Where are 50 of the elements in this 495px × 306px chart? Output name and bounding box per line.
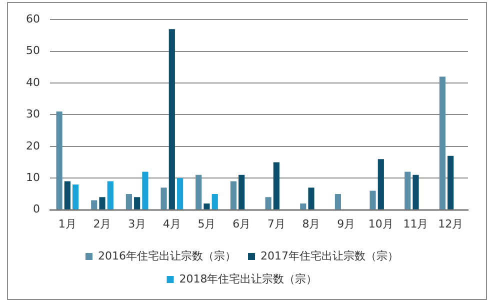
bar xyxy=(265,197,272,210)
x-tick-label: 9月 xyxy=(337,217,356,230)
y-tick-label: 40 xyxy=(26,76,40,89)
bar xyxy=(412,174,419,210)
bar xyxy=(273,162,280,210)
bar xyxy=(134,197,140,210)
x-tick-label: 2月 xyxy=(93,217,112,230)
bar xyxy=(404,172,411,210)
bar xyxy=(160,188,167,210)
x-tick-label: 12月 xyxy=(438,217,464,230)
x-tick-label: 11月 xyxy=(403,217,428,230)
bar xyxy=(126,194,132,210)
x-tick-label: 3月 xyxy=(128,217,146,230)
bar xyxy=(56,112,62,210)
bar xyxy=(378,159,384,210)
bar xyxy=(107,181,114,210)
y-tick-label: 50 xyxy=(26,44,40,58)
bar xyxy=(99,197,106,210)
bar xyxy=(196,174,202,210)
bar xyxy=(142,172,148,210)
bar xyxy=(212,194,218,210)
y-tick-label: 10 xyxy=(26,170,40,184)
bar xyxy=(91,200,98,210)
x-tick-label: 6月 xyxy=(232,217,251,230)
bar xyxy=(176,178,184,210)
bar xyxy=(370,190,376,210)
bar xyxy=(168,29,175,210)
bar xyxy=(72,184,79,210)
bar xyxy=(204,203,210,210)
x-tick-label: 1月 xyxy=(58,217,76,230)
bar xyxy=(238,174,245,210)
x-tick-label: 10月 xyxy=(368,217,394,230)
x-tick-label: 7月 xyxy=(267,217,286,230)
x-tick-label: 8月 xyxy=(302,217,320,230)
bar xyxy=(439,76,446,210)
y-tick-label: 20 xyxy=(26,139,40,152)
y-tick-label: 30 xyxy=(26,108,40,121)
x-tick-label: 5月 xyxy=(198,217,216,230)
bar xyxy=(300,203,306,210)
bar xyxy=(230,181,236,210)
y-tick-label: 60 xyxy=(26,12,40,26)
y-tick-label: 0 xyxy=(32,202,40,216)
legend-label: 2018年住宅出让宗数（宗） xyxy=(179,272,318,286)
bar xyxy=(448,156,454,210)
bar xyxy=(308,188,314,210)
x-tick-label: 4月 xyxy=(162,217,181,230)
legend-label: 2017年住宅出让宗数（宗） xyxy=(260,249,398,262)
bar xyxy=(334,194,342,210)
bar xyxy=(64,181,70,210)
legend-label: 2016年住宅出让宗数（宗） xyxy=(98,249,236,262)
